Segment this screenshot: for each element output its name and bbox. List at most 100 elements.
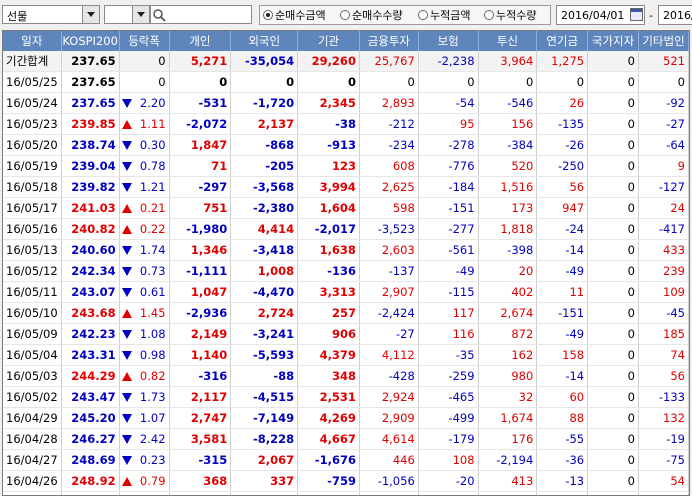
financial-investment-cell: -2,424 [359,302,419,324]
financial-investment-cell: -1,056 [359,470,419,492]
pension-fund-cell: 11 [536,281,589,303]
other-corp-cell: -417 [638,218,689,240]
column-header[interactable]: KOSPI200 [61,31,120,51]
radio-dot-icon [263,10,273,20]
change-value: 0.30 [139,138,166,152]
investment-trust-cell: 520 [478,155,538,177]
market-select-value: 선물 [7,10,28,23]
other-corp-cell: 54 [638,470,689,492]
column-header[interactable]: 일자 [3,31,62,51]
pension-fund-cell: 26 [536,92,589,114]
financial-investment-cell: -137 [359,260,419,282]
end-date-value: 2016/ [663,9,692,22]
column-header[interactable]: 연기금 [536,31,589,51]
column-header[interactable]: 등락폭 [119,31,170,51]
column-header[interactable]: 금융투자 [359,31,419,51]
column-header[interactable]: 기관 [297,31,360,51]
column-header[interactable]: 국가지자 [587,31,639,51]
end-date-field[interactable]: 2016/ [658,5,692,25]
table-row[interactable]: 16/04/25248.130.191,628-1,63925171131-27… [3,491,689,495]
table-row[interactable]: 16/04/26 248.92 0.79 368 337 -759 -1,056 -20 413… [3,470,689,492]
column-header[interactable]: 투신 [478,31,538,51]
investment-trust-cell: 173 [478,197,538,219]
change-cell: 0 [119,51,170,72]
table-row[interactable]: 기간합계 237.65 0 5,271 -35,054 29,260 25,767 -2,23… [3,51,689,72]
government-cell: 0 [587,51,639,72]
calendar-icon[interactable] [630,8,643,21]
government-cell: 0 [587,197,639,219]
individual-cell: 5,271 [169,51,232,72]
individual-cell: 71 [169,155,232,177]
insurance-cell: -184 [418,176,479,198]
change-cell: 0.78 [119,155,170,177]
change-cell: 0.23 [119,449,170,471]
other-corp-cell: 433 [638,239,689,261]
radio-net-buy-qty[interactable]: 순매수수량 [340,8,403,22]
table-row[interactable]: 16/05/10 243.68 1.45 -2,936 2,724 257 -2,424 11… [3,302,689,324]
column-header[interactable]: 기타법인 [638,31,689,51]
date-cell: 16/05/25 [3,71,62,93]
individual-cell: 0 [169,71,232,93]
foreign-cell: 2,137 [230,113,299,135]
table-row[interactable]: 16/05/24 237.65 2.20 -531 -1,720 2,345 2,893 -5… [3,92,689,114]
radio-cum-qty[interactable]: 누적수량 [484,8,536,22]
pension-fund-cell: -13 [536,470,589,492]
change-cell: 1.45 [119,302,170,324]
table-row[interactable]: 16/05/23 239.85 1.11 -2,072 2,137 -38 -212 95 15… [3,113,689,135]
insurance-cell: -2,238 [418,51,479,72]
column-header[interactable]: 보험 [418,31,479,51]
insurance-cell: 108 [418,449,479,471]
table-row[interactable]: 16/05/19 239.04 0.78 71 -205 123 608 -776 520 -25… [3,155,689,177]
investor-trading-grid: 일자 KOSPI200 등락폭 개인 외국인 기관 금융투자 보험 투신 연기금 국가지자 기타법인 … [2,30,690,496]
institution-cell: 1,638 [297,239,360,261]
market-select[interactable]: 선물 [2,5,100,24]
table-row[interactable]: 16/04/27 248.69 0.23 -315 2,067 -1,676 446 108-… [3,449,689,471]
financial-investment-cell: 25,767 [359,51,419,72]
foreign-cell: -88 [230,365,299,387]
institution-cell: 257 [297,302,360,324]
kospi200-cell: 244.29 [61,365,120,387]
pension-fund-cell: -11 [536,491,589,495]
table-row[interactable]: 16/05/11 243.07 0.61 1,047 -4,470 3,313 2,907-… [3,281,689,303]
arrow-up-icon [121,203,132,213]
table-row[interactable]: 16/05/13 240.60 1.74 1,346 -3,418 1,638 2,603-… [3,239,689,261]
table-row[interactable]: 16/04/29 245.20 1.07 2,747 -7,149 4,269 2,909-… [3,407,689,429]
table-row[interactable]: 16/05/04 243.31 0.98 1,140 -5,593 4,379 4,112-… [3,344,689,366]
table-row[interactable]: 16/05/20 238.74 0.30 1,847 -868 -913 -234 -278-… [3,134,689,156]
radio-cum-amount[interactable]: 누적금액 [418,8,470,22]
table-row[interactable]: 16/05/25 237.65 0 0 0 0 0 0 0 0 0 0 [3,71,689,93]
arrow-down-icon [121,98,132,108]
arrow-down-icon [121,413,132,423]
code-select[interactable] [104,5,150,24]
table-row[interactable]: 16/05/12 242.34 0.73 -1,111 1,008 -136 -137 -49… [3,260,689,282]
kospi200-cell: 241.03 [61,197,120,219]
government-cell: 0 [587,92,639,114]
chevron-down-icon[interactable] [132,6,149,23]
arrow-down-icon [121,392,132,402]
table-row[interactable]: 16/05/03 244.29 0.82 -316 -88 348 -428 -259 980-… [3,365,689,387]
search-input[interactable] [150,5,252,24]
table-row[interactable]: 16/05/09 242.23 1.08 2,149 -3,241 906 -27 116 87… [3,323,689,345]
table-row[interactable]: 16/05/17 241.03 0.21 751 -2,380 1,604 598 -151 1… [3,197,689,219]
table-row[interactable]: 16/05/18 239.82 1.21 -297 -3,568 3,994 2,625 -1… [3,176,689,198]
date-range-separator: - [649,9,653,22]
table-row[interactable]: 16/05/16 240.82 0.22 -1,980 4,414 -2,017 -3,52… [3,218,689,240]
column-header[interactable]: 외국인 [230,31,299,51]
insurance-cell: -179 [418,428,479,450]
kospi200-cell: 237.65 [61,51,120,72]
column-header[interactable]: 개인 [169,31,232,51]
table-row[interactable]: 16/04/28 246.27 2.42 3,581 -8,228 4,667 4,614-… [3,428,689,450]
radio-net-buy-amount[interactable]: 순매수금액 [263,8,326,22]
other-corp-cell: 56 [638,365,689,387]
change-value: 0.79 [139,474,166,488]
search-icon[interactable] [152,8,166,22]
financial-investment-cell: 598 [359,197,419,219]
change-value: 0.21 [139,201,166,215]
start-date-field[interactable]: 2016/04/01 [556,5,645,25]
table-row[interactable]: 16/05/02 243.47 1.73 2,117 -4,515 2,531 2,924-… [3,386,689,408]
chevron-down-icon[interactable] [82,6,99,23]
foreign-cell: 0 [230,71,299,93]
financial-investment-cell: -428 [359,365,419,387]
financial-investment-cell: 608 [359,155,419,177]
investment-trust-cell: 1,674 [478,407,538,429]
